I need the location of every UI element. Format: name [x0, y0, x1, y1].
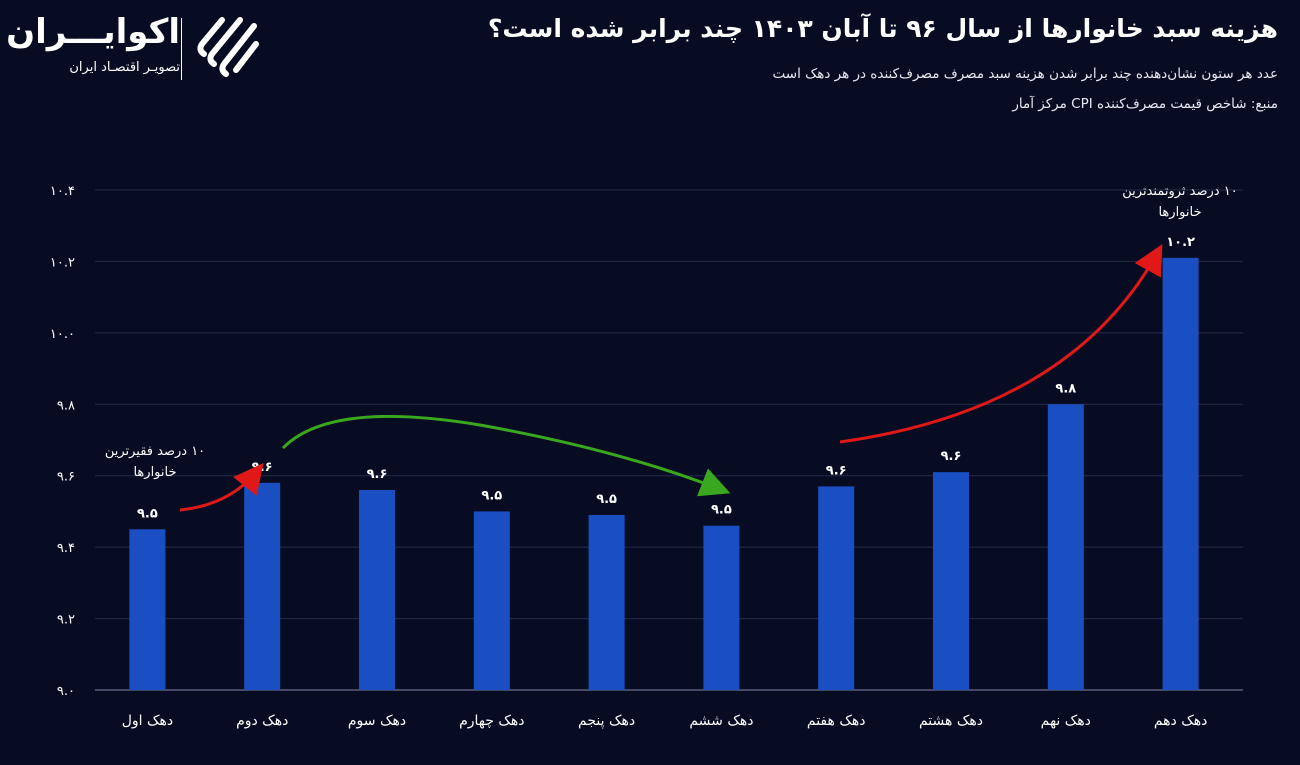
bar: [244, 482, 281, 690]
bar: [359, 490, 395, 690]
logo-mark-icon: [197, 17, 259, 77]
x-tick-label: دهک دوم: [236, 713, 288, 729]
data-label: ۹.۵: [711, 503, 732, 518]
x-tick-label: دهک پنجم: [578, 713, 635, 729]
chart-title: هزینه سبد خانوارها از سال ۹۶ تا آبان ۱۴۰…: [487, 14, 1278, 43]
bar: [933, 472, 969, 690]
x-tick-label: دهک هفتم: [807, 713, 866, 729]
y-tick-label: ۹.۴: [57, 541, 75, 556]
bar: [1162, 257, 1199, 690]
logo-name: اکوایـــران: [6, 12, 180, 52]
data-label: ۹.۸: [1055, 381, 1076, 396]
x-tick-label: دهک چهارم: [459, 713, 524, 729]
x-tick-label: دهک دهم: [1154, 713, 1208, 729]
bar: [588, 515, 625, 690]
y-tick-label: ۹.۲: [57, 613, 75, 628]
logo: اکوایـــران تصویـر اقتصـاد ایران: [6, 12, 270, 82]
data-label: ۹.۶: [826, 463, 847, 478]
logo-tagline: تصویـر اقتصـاد ایران: [69, 60, 180, 75]
red-arrow-right: [839, 244, 1163, 444]
x-tick-label: دهک نهم: [1041, 713, 1091, 729]
data-label: ۱۰.۲: [1166, 235, 1195, 250]
bar: [703, 525, 740, 690]
y-tick-label: ۹.۰: [57, 684, 75, 699]
bar: [129, 529, 166, 690]
data-label: ۹.۶: [367, 467, 388, 482]
annotation-richest-1: ۱۰ درصد ثروتمندترین: [1122, 184, 1237, 199]
annotation-richest-2: خانوارها: [1158, 205, 1201, 220]
bar: [473, 511, 510, 690]
y-tick-label: ۱۰.۰: [50, 327, 75, 342]
chart-source: منبع: شاخص قیمت مصرف‌کننده CPI مرکز آمار: [1012, 96, 1278, 112]
y-tick-label: ۱۰.۴: [50, 184, 75, 199]
green-arrow: [281, 414, 731, 497]
logo-divider: [181, 18, 182, 80]
data-label: ۹.۵: [596, 492, 617, 507]
data-label: ۹.۵: [137, 506, 158, 521]
x-tick-label: دهک اول: [122, 713, 173, 729]
annotation-poorest-1: ۱۰ درصد فقیرترین: [105, 444, 205, 459]
chart-subtitle: عدد هر ستون نشان‌دهنده چند برابر شدن هزی…: [772, 66, 1278, 82]
bar: [1047, 404, 1084, 690]
x-tick-label: دهک ششم: [689, 713, 753, 729]
bar: [818, 486, 855, 690]
y-tick-label: ۹.۶: [57, 470, 75, 485]
annotation-poorest-2: خانوارها: [133, 465, 176, 480]
data-label: ۹.۵: [481, 488, 502, 503]
x-tick-label: دهک سوم: [348, 713, 406, 729]
y-tick-label: ۹.۸: [57, 398, 75, 413]
y-tick-label: ۱۰.۲: [50, 255, 75, 270]
red-arrow-left: [179, 462, 264, 512]
data-label: ۹.۶: [941, 449, 962, 464]
x-tick-label: دهک هشتم: [919, 713, 983, 729]
